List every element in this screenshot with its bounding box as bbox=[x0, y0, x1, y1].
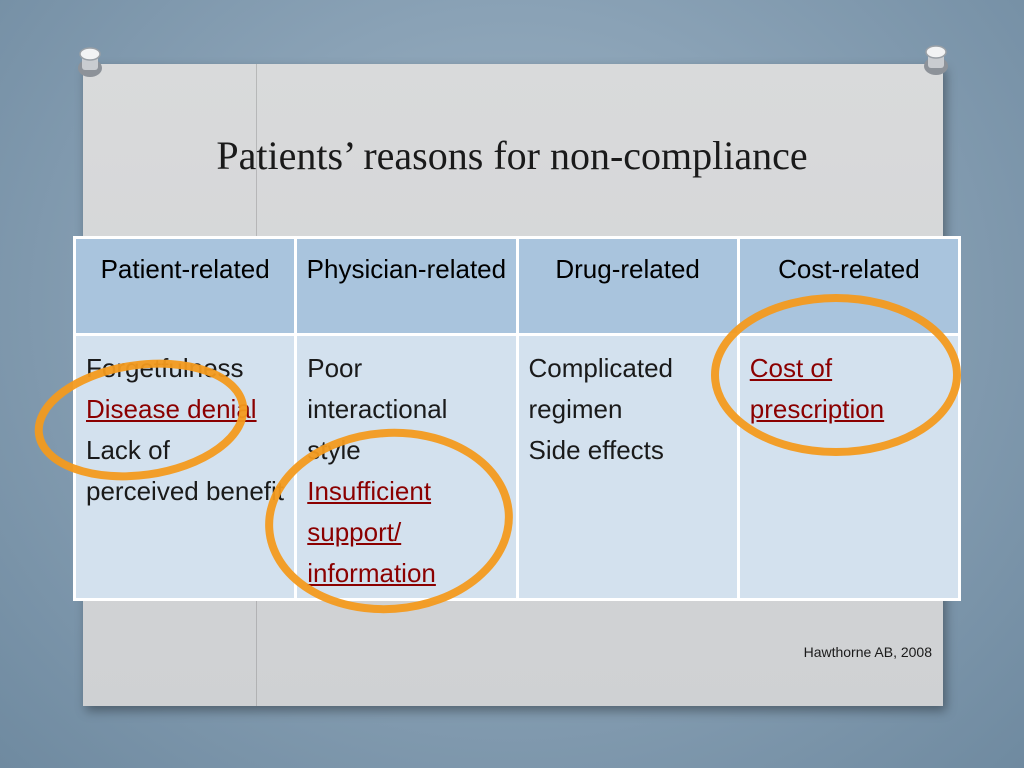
cell-drug-reasons: Complicated regimen Side effects bbox=[515, 333, 740, 601]
table-row: Forgetfulness Disease denial Lack of per… bbox=[72, 333, 962, 601]
reason-forgetfulness: Forgetfulness bbox=[86, 353, 244, 383]
cell-patient-reasons: Forgetfulness Disease denial Lack of per… bbox=[72, 333, 298, 601]
citation: Hawthorne AB, 2008 bbox=[803, 644, 932, 660]
reason-insufficient-support[interactable]: Insufficient support/ information bbox=[307, 476, 436, 588]
pushpin-icon bbox=[924, 45, 948, 75]
slide-title: Patients’ reasons for non-compliance bbox=[216, 133, 808, 178]
reason-poor-interaction: Poor interactional style bbox=[307, 353, 448, 465]
reason-cost-of-prescription[interactable]: Cost of prescription bbox=[749, 353, 885, 424]
column-header-cost: Cost-related bbox=[736, 236, 962, 336]
column-header-drug: Drug-related bbox=[515, 236, 740, 336]
pushpin-icon bbox=[78, 47, 102, 77]
reason-lack-of-benefit: Lack of perceived benefit bbox=[86, 435, 285, 506]
reason-side-effects: Side effects bbox=[528, 435, 664, 465]
cell-cost-reasons: Cost of prescription bbox=[736, 333, 962, 601]
reason-complicated-regimen: Complicated regimen bbox=[528, 353, 674, 424]
reason-disease-denial[interactable]: Disease denial bbox=[86, 394, 257, 424]
reasons-table: Patient-related Physician-related Drug-r… bbox=[72, 236, 962, 601]
column-header-physician: Physician-related bbox=[294, 236, 519, 336]
column-header-patient: Patient-related bbox=[72, 236, 298, 336]
cell-physician-reasons: Poor interactional style Insufficient su… bbox=[294, 333, 519, 601]
